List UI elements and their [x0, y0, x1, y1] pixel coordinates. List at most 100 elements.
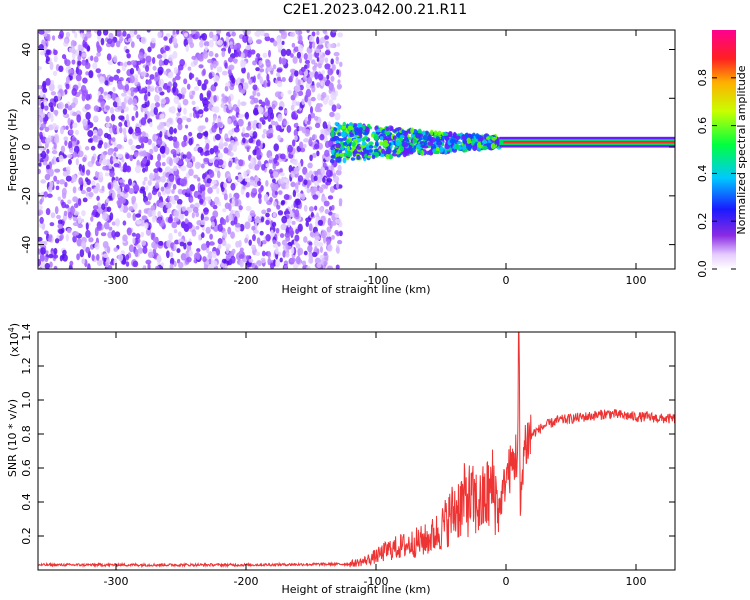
spectrogram-cell [287, 89, 292, 95]
spectrogram-cell [330, 155, 336, 159]
spectrogram-cell [237, 118, 244, 127]
spectrogram-cell [135, 144, 142, 149]
y-tick-label: -20 [20, 187, 33, 205]
spectrogram-cell [308, 223, 313, 232]
spectrogram-cell [163, 70, 167, 76]
spectrogram-cell [327, 244, 333, 252]
spectrogram-cell [213, 95, 217, 103]
colorbar: 0.0 0.2 0.4 0.6 0.8 Normalized spectral ampl… [696, 30, 748, 278]
spectrogram-cell [280, 48, 287, 57]
spectrogram-cell [63, 210, 68, 217]
spectrogram-cell [43, 191, 48, 198]
spectrogram-cell [173, 229, 178, 234]
snr-y-axis-label: SNR (10 * v/v) [6, 399, 19, 477]
spectrogram-cell [311, 152, 317, 158]
spectrogram-cell [45, 49, 51, 55]
spectrogram-cell [127, 178, 133, 186]
spectrogram-cell [152, 248, 157, 255]
spectrogram-cell [65, 83, 70, 90]
spectrogram-cell [197, 109, 204, 115]
spectrogram-cell [117, 186, 121, 194]
spectrogram-cell [337, 132, 342, 137]
spectrogram-cell [442, 132, 449, 137]
spectrogram-cell [204, 196, 211, 201]
spectrogram-cell [204, 117, 209, 123]
spectrogram-cell [157, 210, 162, 218]
spectrogram-cell [72, 186, 77, 194]
spectrogram-cell [199, 92, 204, 102]
spectrogram-cell [39, 254, 45, 262]
spectrogram-cell [261, 101, 266, 108]
spectrogram-cell [177, 102, 182, 109]
spectrogram-cell [257, 106, 264, 114]
spectrogram-cell [252, 122, 257, 131]
spectrogram-cell [106, 206, 112, 213]
spectrogram-cell [250, 99, 255, 105]
spectrogram-cell [86, 45, 91, 52]
spectrogram-cell [242, 82, 249, 90]
spectrogram-cell [44, 262, 50, 269]
spectrogram-cell [462, 145, 467, 150]
spectrogram-cell [185, 44, 189, 53]
spectrogram-cell [121, 92, 127, 97]
spectrogram-cell [328, 82, 334, 91]
spectrogram-cell [323, 251, 328, 256]
spectrogram-cell [331, 235, 335, 240]
spectrogram-cell [191, 228, 197, 237]
spectrogram-cell [72, 235, 77, 243]
spectrogram-cell [154, 182, 160, 189]
spectrogram-cell [66, 169, 71, 175]
spectrogram-cell [268, 158, 273, 164]
spectrogram-cell [91, 254, 95, 262]
spectrogram-cell [153, 243, 158, 250]
spectrogram-cell [135, 110, 139, 118]
spectrogram-cell [258, 187, 263, 194]
spectrogram-cell [129, 30, 134, 34]
spectrogram-cell [208, 31, 214, 39]
spectrogram-cell [241, 66, 246, 74]
spectrogram-cell [254, 265, 258, 269]
spectrogram-cell [104, 172, 110, 177]
spectrogram-cell [77, 215, 82, 224]
spectrogram-cell [187, 66, 192, 71]
spectrogram-cell [401, 129, 405, 134]
spectrogram-cell [70, 206, 76, 214]
spectrogram-cell [201, 83, 207, 91]
spectrogram-cell [270, 182, 276, 190]
spectrogram-cell [270, 70, 274, 75]
spectrogram-cell [100, 232, 107, 237]
spectrogram-cell [490, 142, 496, 150]
spectrogram-cell [321, 91, 327, 99]
spectrogram-cell [72, 151, 78, 158]
spectrogram-cell [195, 77, 199, 82]
spectrogram-cell [199, 184, 206, 192]
spectrogram-cell [121, 158, 125, 163]
spectrogram-cell [277, 241, 281, 247]
spectrogram-cell [98, 94, 104, 103]
spectrogram-cell [113, 247, 119, 252]
spectrogram-cell [461, 134, 466, 140]
spectrogram-cell [169, 213, 173, 222]
spectrogram-cell [275, 124, 282, 132]
spectrogram-cell [49, 180, 54, 189]
spectrogram-cell [72, 122, 78, 129]
spectrogram-cell [246, 146, 250, 153]
spectrogram-cell [255, 251, 261, 257]
spectrogram-cell [186, 222, 193, 229]
spectrogram-cell [139, 218, 146, 227]
spectrogram-cell [98, 158, 103, 165]
spectrogram-cell [295, 182, 299, 191]
spectrogram-cell [256, 92, 261, 97]
spectrogram-cell [125, 254, 130, 261]
spectrogram-cell [231, 31, 236, 37]
spectrogram-cell [261, 164, 266, 171]
spectrogram-cell [252, 107, 259, 116]
spectrogram-cell [71, 174, 77, 183]
spectrogram-cell [392, 135, 397, 141]
spectrogram-cell [379, 136, 384, 141]
spectrogram-cell [331, 104, 337, 112]
spectrogram-cell [166, 121, 171, 128]
spectrogram-cell [144, 93, 148, 102]
spectrogram-cell [58, 154, 64, 162]
spectrogram-cell [186, 83, 191, 90]
